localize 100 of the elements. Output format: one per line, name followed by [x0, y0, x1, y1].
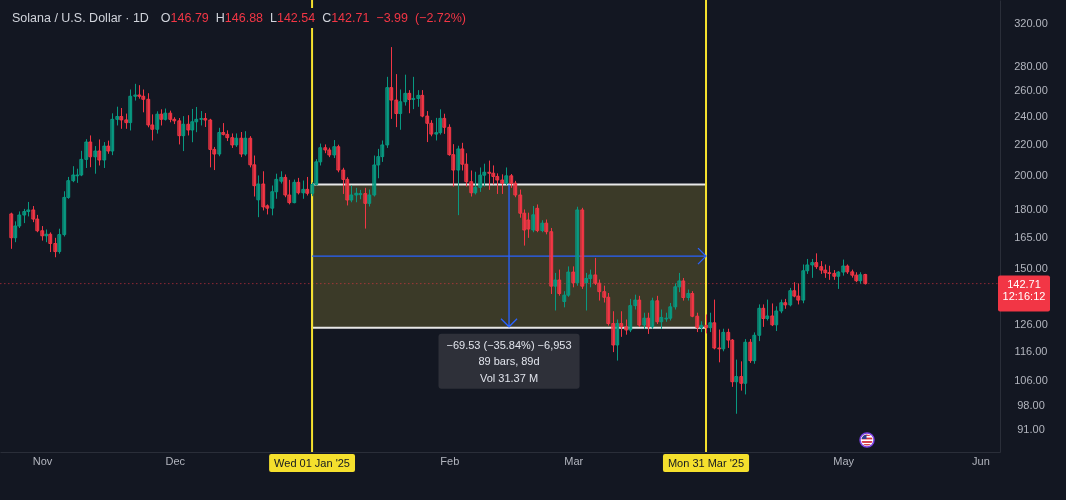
text: O146.79 H146.88 L142.54 C142.71 −3.99 (−2.72%) — [160, 11, 466, 25]
candlestick — [110, 113, 115, 156]
annotation: −69.53 (−35.84%) −6,953 89 bars, 89d Vol 31.37 M — [446, 338, 572, 384]
candlestick — [571, 266, 576, 288]
y-tick-label: 220.00 — [1014, 137, 1048, 150]
candlestick — [788, 287, 793, 307]
candlestick — [584, 272, 589, 311]
candlestick — [650, 297, 655, 329]
candlestick — [394, 74, 399, 128]
candlestick — [9, 212, 14, 249]
candlestick — [690, 291, 695, 318]
candlestick — [743, 339, 748, 395]
candlestick — [721, 328, 726, 352]
candlestick — [239, 132, 244, 158]
candlestick — [71, 166, 76, 183]
candlestick — [827, 265, 832, 280]
candlestick — [686, 289, 691, 301]
candlestick — [699, 321, 704, 333]
candlestick — [261, 171, 266, 211]
candlestick — [695, 312, 700, 333]
y-tick-label: 180.00 — [1014, 202, 1048, 215]
candlestick — [659, 309, 664, 329]
candlestick — [535, 204, 540, 233]
candlestick — [177, 118, 182, 145]
candlestick — [774, 306, 779, 332]
candlestick — [624, 319, 629, 335]
candlestick — [557, 269, 562, 296]
candlestick — [425, 111, 430, 143]
candlestick — [243, 131, 248, 156]
x-tick-label: Dec — [165, 454, 186, 467]
candlestick — [203, 113, 208, 127]
candlestick — [712, 299, 717, 350]
candlestick — [734, 359, 739, 414]
candlestick — [757, 304, 762, 342]
candlestick — [615, 319, 620, 361]
candlestick — [611, 311, 616, 353]
candlestick — [836, 271, 841, 289]
candlestick — [292, 179, 297, 204]
candlestick — [823, 264, 828, 278]
candlestick — [832, 270, 837, 280]
text: Solana / U.S. Dollar · 1D — [12, 11, 149, 25]
candlestick — [159, 109, 164, 126]
candlestick — [761, 304, 766, 327]
candlestick — [717, 329, 722, 363]
candlestick — [531, 206, 536, 233]
candlestick — [119, 108, 124, 129]
candlestick — [575, 206, 580, 286]
candlestick — [779, 299, 784, 314]
candlestick — [619, 311, 624, 337]
candlestick — [783, 298, 788, 309]
candlestick — [819, 261, 824, 274]
candlestick — [580, 207, 585, 289]
candlestick — [124, 113, 129, 129]
y-tick-label: 106.00 — [1014, 373, 1048, 386]
candlestick — [544, 219, 549, 235]
candlestick — [181, 116, 186, 152]
candlestick — [456, 145, 461, 216]
candlestick — [367, 189, 372, 207]
candlestick — [128, 89, 133, 131]
candlestick — [752, 332, 757, 364]
candlestick — [633, 294, 638, 310]
y-tick-label: 98.00 — [1017, 398, 1045, 411]
candlestick — [332, 140, 337, 159]
candlestick — [301, 180, 306, 199]
candlestick — [628, 298, 633, 333]
candlestick — [796, 283, 801, 305]
candlestick — [186, 115, 191, 136]
y-tick-label: 165.00 — [1014, 230, 1048, 243]
candlestick — [863, 273, 868, 285]
candlestick — [305, 176, 310, 196]
candlestick — [84, 139, 89, 168]
candlestick — [234, 133, 239, 147]
candlestick — [102, 142, 107, 168]
ref-line-label: Mon 31 Mar '25 — [667, 456, 745, 469]
candlestick — [48, 232, 53, 253]
candlestick — [208, 118, 213, 168]
y-tick-label: 200.00 — [1014, 168, 1048, 181]
candlestick — [354, 187, 359, 203]
candlestick — [854, 272, 859, 283]
candlestick — [163, 108, 168, 121]
candlestick — [500, 174, 505, 194]
y-tick-label: 116.00 — [1014, 344, 1048, 357]
candlestick — [704, 314, 709, 334]
candlestick — [389, 47, 394, 119]
y-tick-label: 260.00 — [1014, 84, 1048, 97]
candlestick — [411, 76, 416, 110]
candlestick — [858, 272, 863, 284]
candlestick — [385, 76, 390, 148]
x-tick-label: Nov — [32, 454, 53, 467]
x-tick-label: May — [833, 454, 855, 467]
candlestick — [487, 160, 492, 190]
candlestick — [168, 110, 173, 123]
candlestick — [190, 108, 195, 143]
candlestick — [748, 339, 753, 363]
candlestick — [141, 89, 146, 113]
candlestick — [407, 90, 412, 114]
candlestick — [88, 135, 93, 168]
x-tick-label: Jun — [972, 454, 990, 467]
candlestick — [398, 89, 403, 130]
candlestick — [327, 147, 332, 158]
